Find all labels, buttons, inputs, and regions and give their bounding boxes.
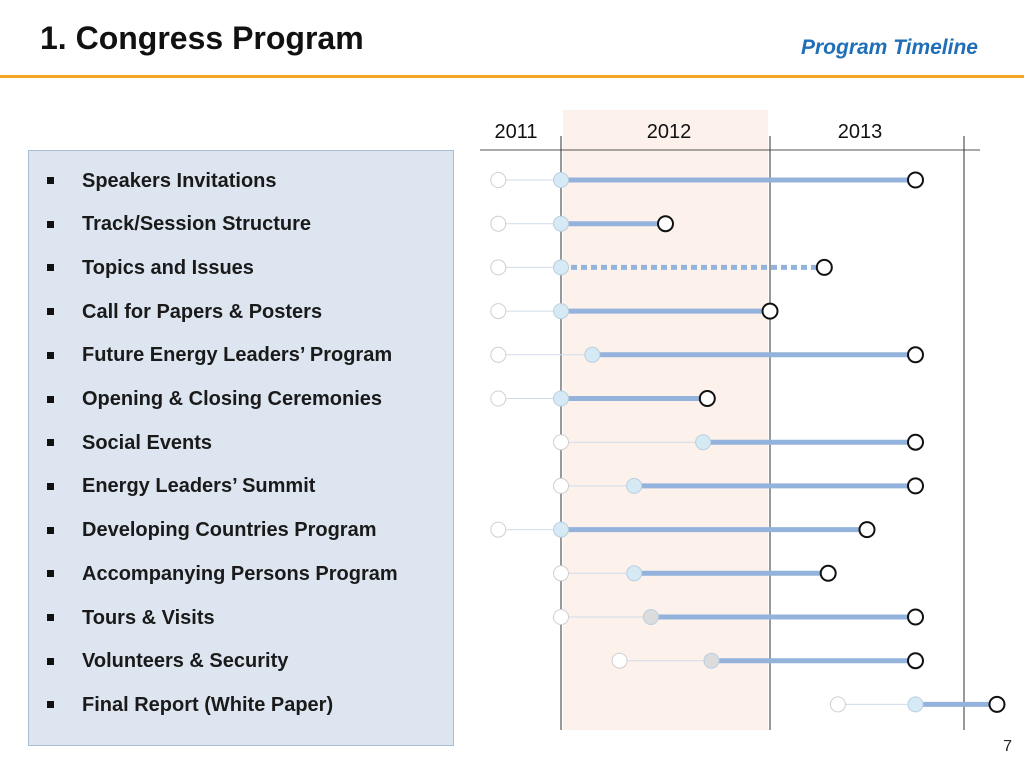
bullet-icon xyxy=(47,220,54,228)
planned-start-marker xyxy=(490,259,507,276)
task-list-panel: Speakers Invitations Track/Session Struct… xyxy=(28,150,454,746)
task-start-marker xyxy=(626,565,643,582)
task-end-marker xyxy=(858,521,876,539)
planned-start-marker xyxy=(829,696,846,713)
page-title: 1. Congress Program xyxy=(40,20,364,56)
task-start-marker xyxy=(642,609,659,625)
task-label: Social Events xyxy=(82,431,213,454)
page-subtitle: Program Timeline xyxy=(800,36,978,59)
planned-start-marker xyxy=(553,434,569,451)
bullet-icon xyxy=(47,570,54,578)
task-label: Energy Leaders’ Summit xyxy=(82,475,316,498)
planned-start-marker xyxy=(490,521,507,538)
bullet-icon xyxy=(47,657,54,665)
task-end-marker xyxy=(819,564,837,582)
task-list-item: Energy Leaders’ Summit xyxy=(29,472,453,502)
bullet-icon xyxy=(47,701,54,709)
task-end-marker xyxy=(907,433,924,451)
year-label: 2012 xyxy=(647,121,692,143)
planned-start-marker xyxy=(490,172,507,188)
planned-start-marker xyxy=(490,346,507,363)
task-start-marker xyxy=(695,434,712,451)
bullet-icon xyxy=(47,351,54,359)
planned-start-marker xyxy=(553,609,569,625)
bullet-icon xyxy=(47,177,54,184)
task-end-marker xyxy=(988,695,1006,713)
task-list-item: Accompanying Persons Program xyxy=(29,559,453,589)
planned-start-marker xyxy=(490,303,507,320)
task-start-marker xyxy=(553,303,569,320)
highlight-year-band xyxy=(563,110,768,730)
task-list-item: Future Energy Leaders’ Program xyxy=(29,341,453,371)
task-label: Track/Session Structure xyxy=(82,213,311,236)
task-start-marker xyxy=(553,215,569,232)
task-list-item: Call for Papers & Posters xyxy=(29,297,453,327)
task-list-item: Volunteers & Security xyxy=(29,647,453,677)
planned-start-marker xyxy=(611,652,628,669)
task-label: Speakers Invitations xyxy=(82,169,277,192)
task-end-marker xyxy=(907,608,924,626)
task-label: Topics and Issues xyxy=(82,256,254,279)
planned-start-marker xyxy=(553,477,569,494)
task-list-item: Developing Countries Program xyxy=(29,516,453,546)
task-end-marker xyxy=(698,390,716,407)
planned-start-marker xyxy=(490,390,507,407)
task-list-item: Speakers Invitations xyxy=(29,166,453,196)
bullet-icon xyxy=(47,526,54,534)
task-end-marker xyxy=(907,346,924,364)
task-start-marker xyxy=(626,477,643,494)
planned-start-marker xyxy=(490,215,507,232)
task-end-marker xyxy=(907,477,924,495)
task-label: Future Energy Leaders’ Program xyxy=(82,344,393,367)
bullet-icon xyxy=(47,308,54,316)
task-list-item: Opening & Closing Ceremonies xyxy=(29,385,453,415)
task-start-marker xyxy=(553,172,569,188)
bullet-icon xyxy=(47,614,54,621)
task-start-marker xyxy=(553,390,569,407)
task-end-marker xyxy=(761,302,779,320)
page-number: 7 xyxy=(1003,738,1012,755)
task-label: Tours & Visits xyxy=(82,606,215,629)
bullet-icon xyxy=(47,395,54,403)
task-start-marker xyxy=(907,696,924,713)
task-label: Final Report (White Paper) xyxy=(82,693,334,716)
task-end-marker xyxy=(815,258,833,276)
task-start-marker xyxy=(553,259,569,276)
task-label: Accompanying Persons Program xyxy=(82,562,398,585)
title-divider xyxy=(0,75,1024,78)
planned-start-marker xyxy=(553,565,569,582)
task-list-item: Social Events xyxy=(29,428,453,458)
bullet-icon xyxy=(47,264,54,272)
task-label: Volunteers & Security xyxy=(82,650,289,673)
task-end-marker xyxy=(907,652,924,670)
task-list-item: Final Report (White Paper) xyxy=(29,690,453,720)
task-end-marker xyxy=(657,215,674,233)
task-start-marker xyxy=(703,652,720,669)
task-end-marker xyxy=(907,171,924,189)
year-label: 2011 xyxy=(494,121,537,143)
task-label: Developing Countries Program xyxy=(82,519,377,542)
bullet-icon xyxy=(47,439,54,447)
task-label: Call for Papers & Posters xyxy=(82,300,323,323)
task-start-marker xyxy=(553,521,569,538)
year-label: 2013 xyxy=(838,121,883,143)
task-list-item: Track/Session Structure xyxy=(29,210,453,240)
task-start-marker xyxy=(584,346,601,363)
task-list-item: Topics and Issues xyxy=(29,253,453,283)
task-list-item: Tours & Visits xyxy=(29,603,453,633)
bullet-icon xyxy=(47,482,54,490)
task-label: Opening & Closing Ceremonies xyxy=(82,388,383,410)
